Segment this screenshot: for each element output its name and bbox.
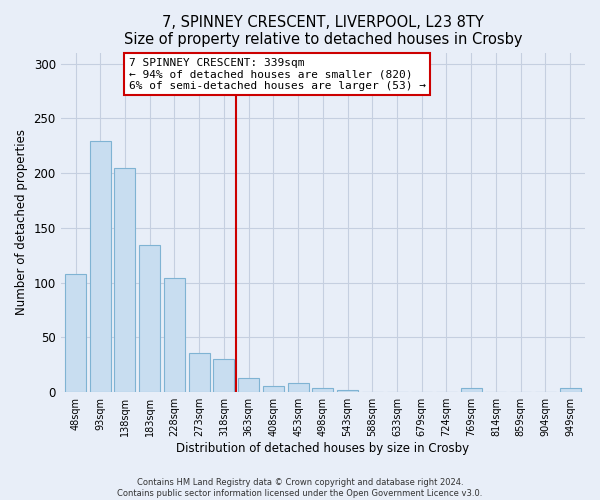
Text: Contains HM Land Registry data © Crown copyright and database right 2024.
Contai: Contains HM Land Registry data © Crown c…: [118, 478, 482, 498]
Bar: [115, 168, 136, 392]
Bar: [238, 378, 259, 392]
Bar: [313, 388, 334, 392]
Bar: [65, 274, 86, 392]
Bar: [90, 142, 111, 392]
Bar: [214, 360, 235, 392]
Bar: [164, 278, 185, 392]
Bar: [263, 386, 284, 392]
Y-axis label: Number of detached properties: Number of detached properties: [15, 130, 28, 316]
Title: 7, SPINNEY CRESCENT, LIVERPOOL, L23 8TY
Size of property relative to detached ho: 7, SPINNEY CRESCENT, LIVERPOOL, L23 8TY …: [124, 15, 522, 48]
X-axis label: Distribution of detached houses by size in Crosby: Distribution of detached houses by size …: [176, 442, 469, 455]
Bar: [287, 384, 308, 392]
Bar: [560, 388, 581, 392]
Text: 7 SPINNEY CRESCENT: 339sqm
← 94% of detached houses are smaller (820)
6% of semi: 7 SPINNEY CRESCENT: 339sqm ← 94% of deta…: [129, 58, 426, 91]
Bar: [139, 246, 160, 392]
Bar: [188, 353, 209, 392]
Bar: [337, 390, 358, 392]
Bar: [461, 388, 482, 392]
